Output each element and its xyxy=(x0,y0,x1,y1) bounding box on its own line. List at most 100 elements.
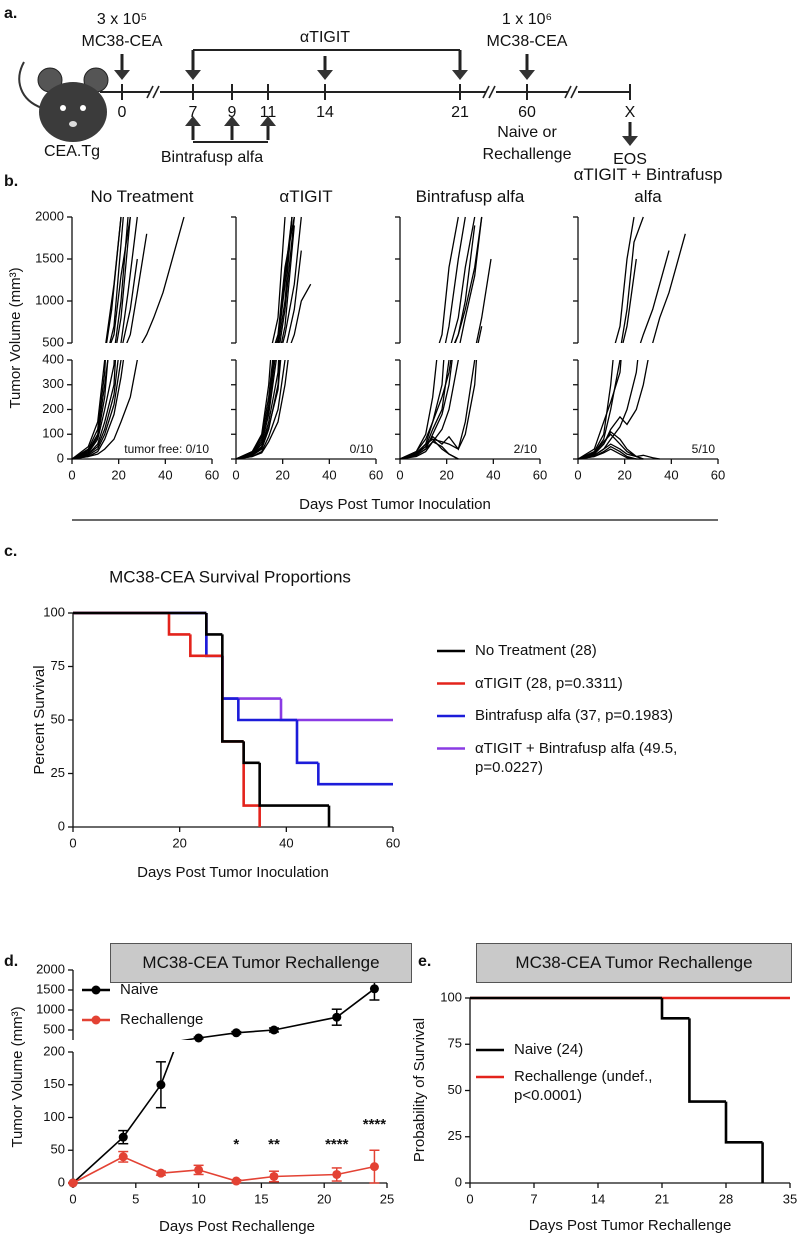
x-axis-label: Days Post Tumor Inoculation xyxy=(137,864,329,881)
chart-title: MC38-CEA Tumor Rechallenge xyxy=(110,943,412,983)
series-line xyxy=(459,216,483,343)
chart-title: No Treatment xyxy=(90,187,194,206)
legend-label: Naive xyxy=(120,981,159,998)
series-line xyxy=(71,360,119,460)
survival-step xyxy=(189,634,223,658)
timeline-label: CEA.Tg xyxy=(44,143,100,160)
timeline-label: Naive or xyxy=(497,124,557,141)
arrow-head xyxy=(260,116,276,126)
x-tick-label: 60 xyxy=(205,467,219,482)
series-line xyxy=(71,360,106,460)
legend-label: Bintrafusp alfa (37, p=0.1983) xyxy=(475,707,674,724)
series-line xyxy=(438,216,459,343)
series-line xyxy=(399,360,452,460)
series-line xyxy=(399,360,478,460)
arrow-head xyxy=(185,116,201,126)
y-axis-label: Tumor Volume (mm³) xyxy=(7,267,24,408)
data-point xyxy=(156,1168,166,1178)
data-point xyxy=(68,1178,78,1188)
series-line xyxy=(235,360,280,460)
y-tick-label: 100 xyxy=(440,989,462,1004)
series-line xyxy=(271,216,286,343)
y-tick-label: 1500 xyxy=(36,981,65,996)
mouse-icon xyxy=(18,61,109,142)
timeline-line xyxy=(482,85,490,99)
series-line xyxy=(282,216,302,343)
timeline-line xyxy=(488,85,496,99)
timeline-label: 21 xyxy=(451,104,469,121)
y-tick-label: 100 xyxy=(42,426,64,441)
series-line xyxy=(290,283,312,343)
y-tick-label: 50 xyxy=(448,1082,462,1097)
legend-label: Rechallenge xyxy=(120,1011,204,1028)
y-tick-label: 200 xyxy=(43,1043,65,1058)
series-line xyxy=(71,360,109,460)
y-tick-label: 100 xyxy=(43,1109,65,1124)
arrow-head xyxy=(185,70,201,80)
series-line xyxy=(651,233,686,343)
series-line xyxy=(110,216,131,343)
x-tick-label: 0 xyxy=(232,467,239,482)
panel-label: a. xyxy=(4,5,17,22)
timeline-label: αTIGIT xyxy=(300,29,350,46)
data-point xyxy=(194,1033,204,1043)
timeline-label: 11 xyxy=(260,104,277,121)
series-line xyxy=(577,448,637,460)
x-tick-label: 20 xyxy=(617,467,631,482)
y-tick-label: 75 xyxy=(448,1036,462,1051)
series-line xyxy=(620,216,644,343)
series-line xyxy=(453,216,483,343)
x-tick-label: 0 xyxy=(396,467,403,482)
data-point xyxy=(269,1025,279,1035)
chart-title: αTIGIT + Bintrafusp alfa xyxy=(573,165,723,206)
survival-step xyxy=(221,655,281,700)
series-line xyxy=(72,1155,375,1184)
data-point xyxy=(231,1176,241,1186)
tumor-free-note: tumor free: 0/10 xyxy=(124,442,209,456)
legend-label: αTIGIT + Bintrafusp alfa (49.5, p=0.0227… xyxy=(475,739,678,776)
series-line xyxy=(71,360,125,460)
series-line xyxy=(275,216,293,343)
survival-step xyxy=(242,741,260,807)
chart-title: MC38-CEA Tumor Rechallenge xyxy=(476,943,792,983)
series-line xyxy=(180,988,375,1040)
series-line xyxy=(235,360,289,460)
x-tick-label: 20 xyxy=(172,835,186,850)
series-line xyxy=(72,1052,175,1184)
panel-label: b. xyxy=(4,173,18,190)
y-tick-label: 300 xyxy=(42,376,64,391)
timeline-label: 14 xyxy=(316,104,334,121)
x-tick-label: 20 xyxy=(275,467,289,482)
timeline-label: 9 xyxy=(228,104,237,121)
y-tick-label: 500 xyxy=(43,1021,65,1036)
y-tick-label: 100 xyxy=(43,604,65,619)
data-point xyxy=(269,1171,279,1181)
series-line xyxy=(73,1048,374,1050)
series-line xyxy=(577,360,639,460)
significance-label: * xyxy=(233,1136,239,1153)
y-tick-label: 150 xyxy=(43,1076,65,1091)
series-line xyxy=(279,216,295,343)
y-tick-label: 2000 xyxy=(36,961,65,976)
y-tick-label: 0 xyxy=(58,818,65,833)
series-line xyxy=(399,360,438,460)
series-line xyxy=(120,216,138,343)
data-point xyxy=(369,1162,379,1172)
x-axis-label: Days Post Tumor Rechallenge xyxy=(529,1217,732,1234)
y-axis-label: Tumor Volume (mm³) xyxy=(9,1006,26,1147)
data-point xyxy=(231,1028,241,1038)
legend-label: No Treatment (28) xyxy=(475,642,597,659)
survival-step xyxy=(688,1018,726,1103)
panel-label: c. xyxy=(4,543,17,560)
survival-step xyxy=(295,720,319,765)
series-line xyxy=(280,225,295,343)
series-line xyxy=(71,360,109,460)
series-line xyxy=(235,360,275,460)
x-tick-label: 60 xyxy=(533,467,547,482)
timeline-label: 0 xyxy=(118,104,127,121)
timeline-label: 60 xyxy=(518,104,536,121)
series-line xyxy=(71,360,122,460)
timeline-label: 3 x 10⁵ xyxy=(97,11,147,28)
